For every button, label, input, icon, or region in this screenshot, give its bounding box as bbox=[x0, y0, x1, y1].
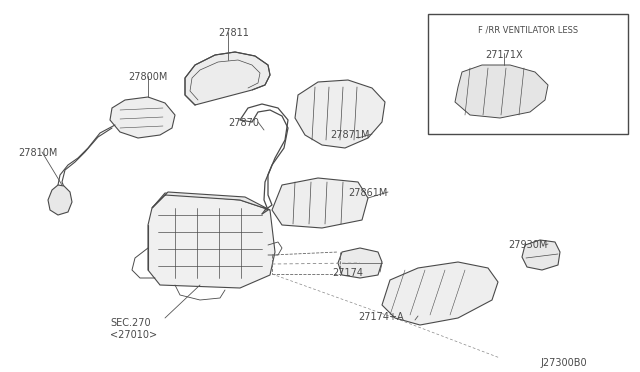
Text: <27010>: <27010> bbox=[110, 330, 157, 340]
Polygon shape bbox=[522, 240, 560, 270]
Text: 27811: 27811 bbox=[218, 28, 249, 38]
Polygon shape bbox=[455, 65, 548, 118]
Text: 27810M: 27810M bbox=[18, 148, 58, 158]
Text: 27871M: 27871M bbox=[330, 130, 369, 140]
Polygon shape bbox=[110, 97, 175, 138]
Text: 27861M: 27861M bbox=[348, 188, 387, 198]
Text: J27300B0: J27300B0 bbox=[540, 358, 587, 368]
Polygon shape bbox=[185, 52, 270, 105]
Text: F /RR VENTILATOR LESS: F /RR VENTILATOR LESS bbox=[478, 26, 578, 35]
Polygon shape bbox=[48, 185, 72, 215]
Polygon shape bbox=[382, 262, 498, 325]
Polygon shape bbox=[272, 178, 368, 228]
Polygon shape bbox=[148, 193, 275, 288]
Text: 27174+A: 27174+A bbox=[358, 312, 404, 322]
Text: SEC.270: SEC.270 bbox=[110, 318, 150, 328]
Text: 27870: 27870 bbox=[228, 118, 259, 128]
Text: 27930M: 27930M bbox=[508, 240, 547, 250]
Text: 27171X: 27171X bbox=[485, 50, 523, 60]
Polygon shape bbox=[295, 80, 385, 148]
Polygon shape bbox=[338, 248, 382, 278]
Polygon shape bbox=[152, 192, 270, 210]
Text: 27800M: 27800M bbox=[128, 72, 168, 82]
Text: 27174: 27174 bbox=[332, 268, 363, 278]
FancyBboxPatch shape bbox=[428, 14, 628, 134]
